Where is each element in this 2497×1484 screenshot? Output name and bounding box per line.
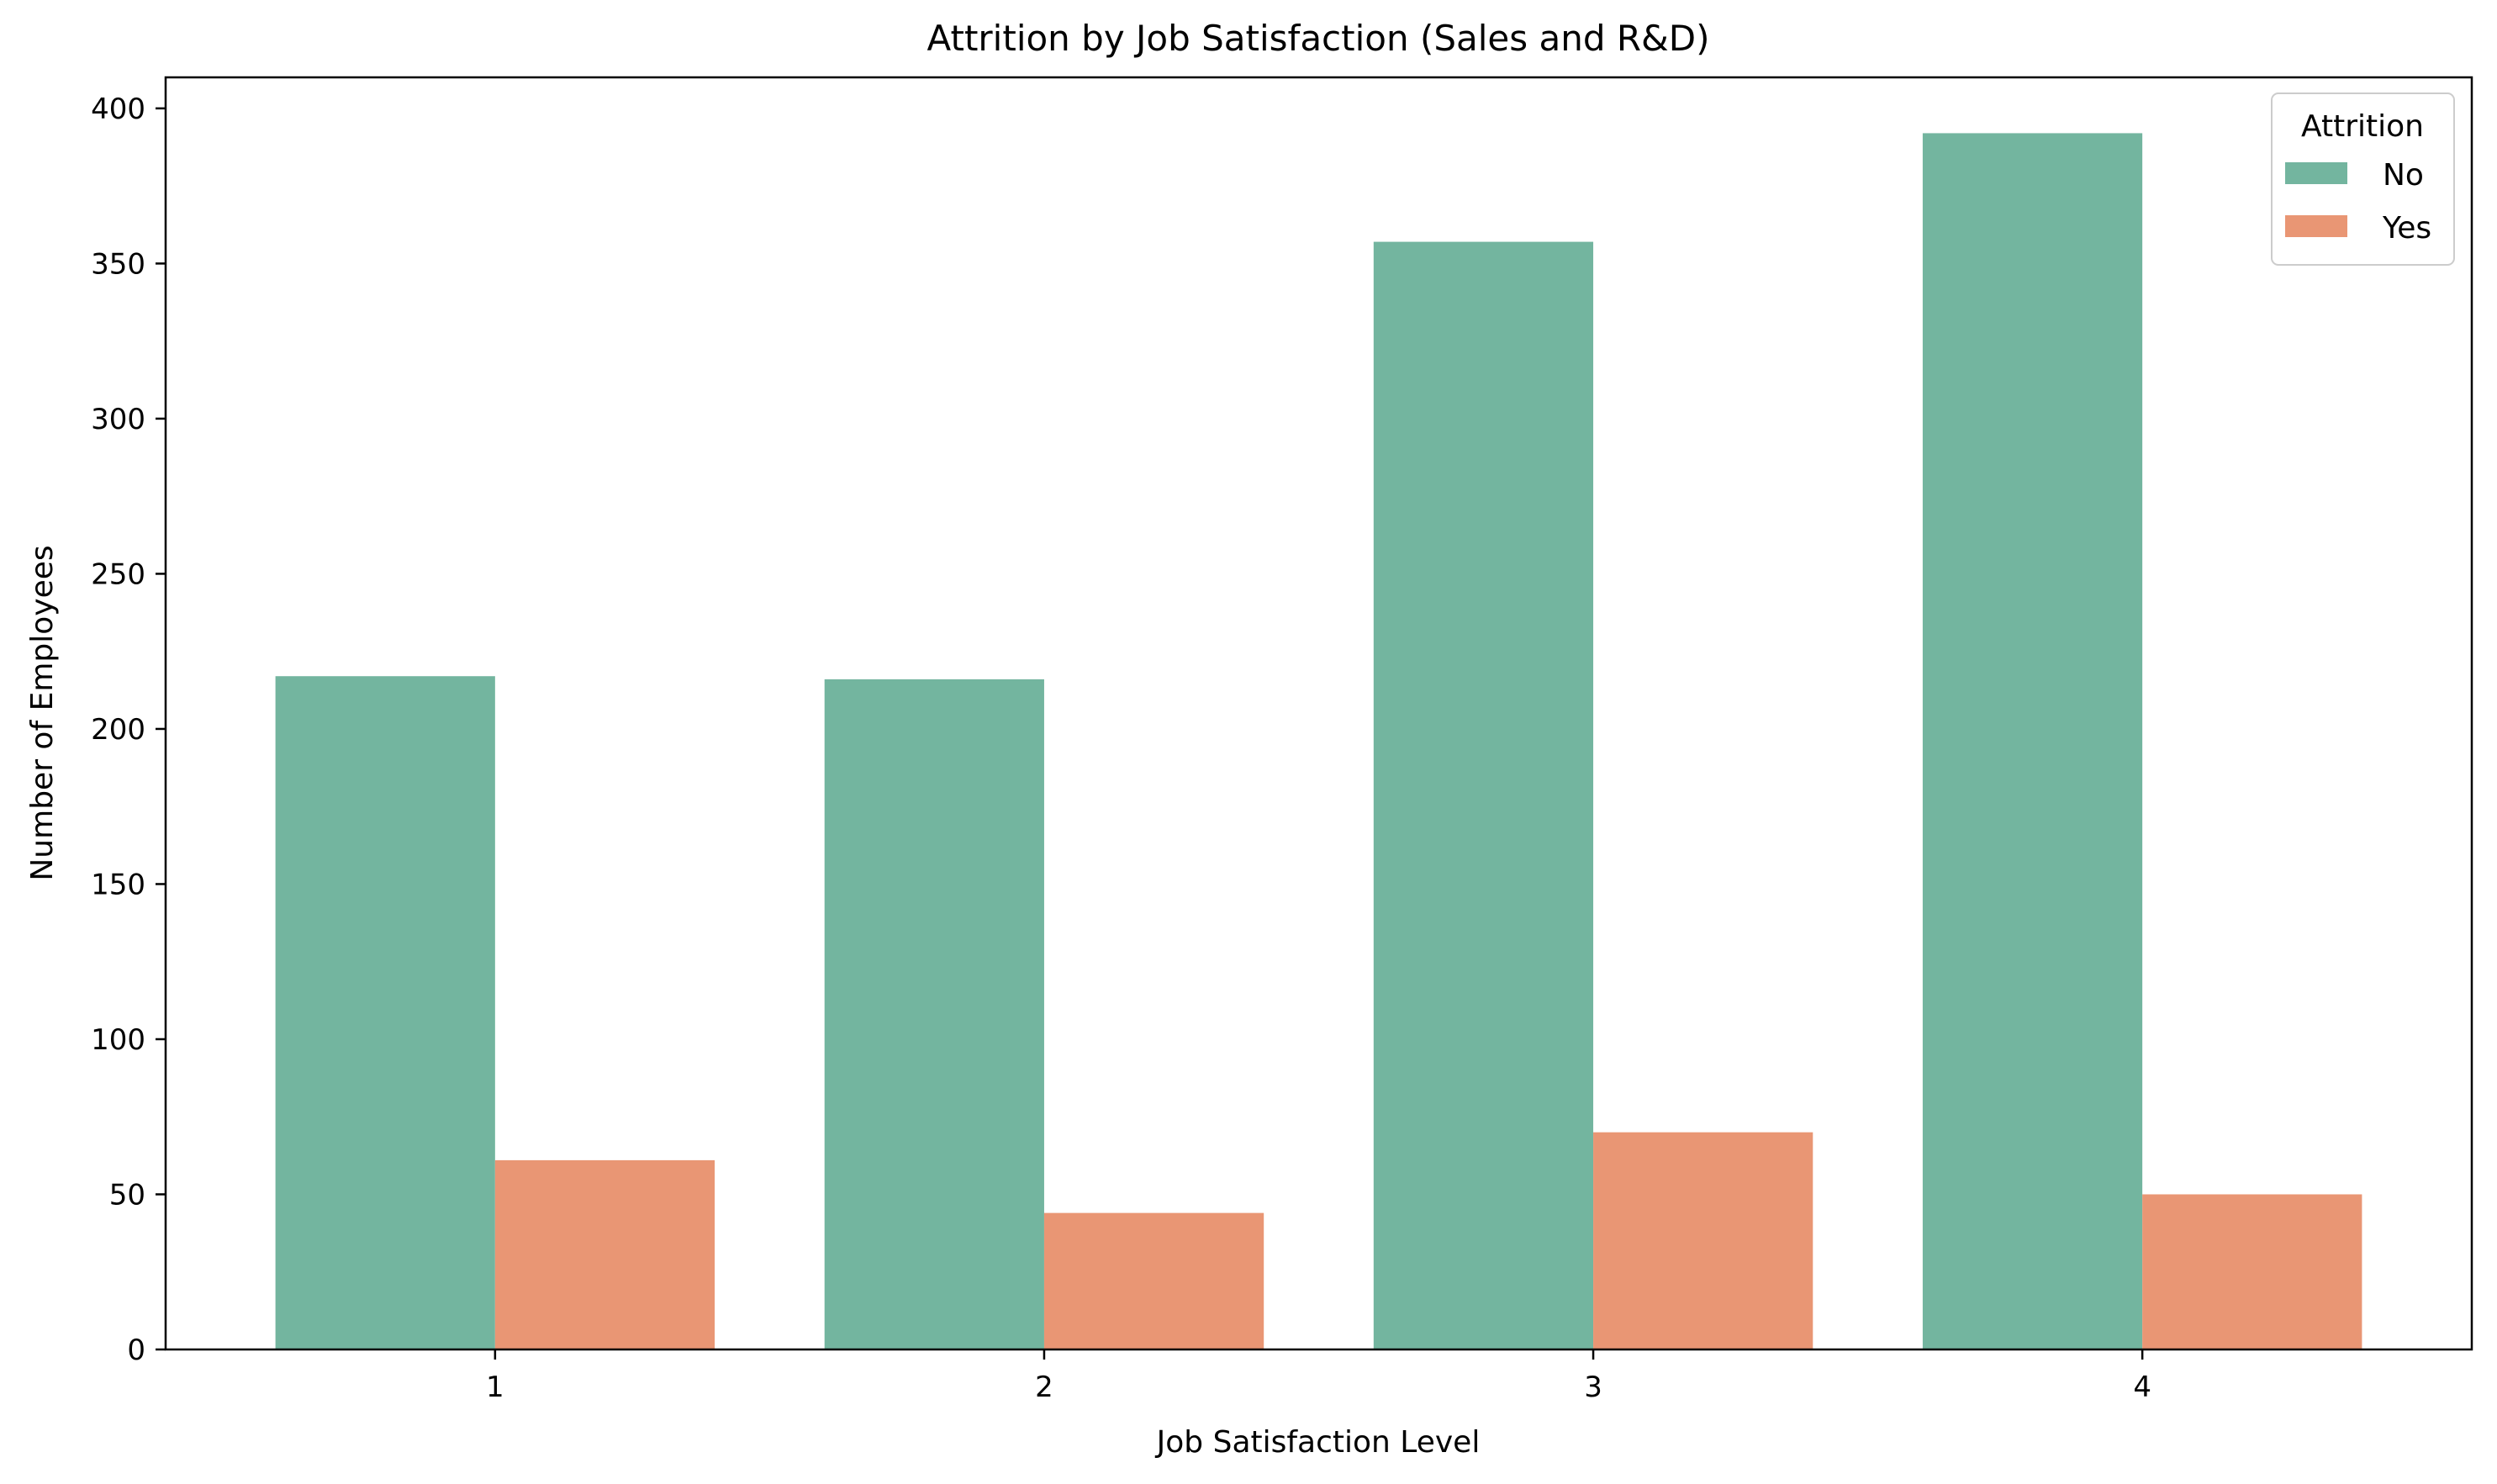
legend-swatch-yes [2285,215,2347,237]
legend-swatch-no [2285,162,2347,184]
legend-label-no: No [2383,158,2424,193]
x-tick-label: 4 [2133,1370,2151,1404]
bar-no-4 [1922,133,2143,1349]
bar-no-1 [275,676,495,1349]
bar-yes-1 [494,1159,715,1349]
bar-no-3 [1373,241,1594,1350]
y-tick-label: 250 [91,557,145,591]
bar-yes-4 [2142,1194,2362,1349]
plot-frame [164,76,2473,1351]
x-tick-label: 2 [1035,1370,1053,1404]
x-axis-ticks: 1 2 3 4 [486,1349,2151,1404]
y-tick-label: 350 [91,247,145,281]
y-tick-label: 400 [91,92,145,126]
y-axis-label: Number of Employees [25,545,60,880]
y-axis-ticks: 0 50 100 150 200 250 300 350 400 [91,92,166,1367]
x-tick-label: 1 [486,1370,504,1404]
bars-group [275,133,2362,1350]
legend: Attrition No Yes [2271,92,2455,266]
legend-title: Attrition [2301,109,2424,144]
bar-no-2 [824,679,1044,1349]
y-tick-label: 300 [91,403,145,436]
bar-yes-3 [1593,1132,1813,1349]
y-tick-label: 100 [91,1023,145,1057]
y-tick-label: 50 [109,1178,145,1212]
y-tick-label: 150 [91,868,145,901]
chart-title: Attrition by Job Satisfaction (Sales and… [926,18,1709,59]
bar-yes-2 [1043,1212,1264,1349]
y-tick-label: 200 [91,713,145,747]
y-tick-label: 0 [127,1333,145,1367]
x-tick-label: 3 [1584,1370,1602,1404]
legend-label-yes: Yes [2382,211,2431,246]
x-axis-label: Job Satisfaction Level [1155,1425,1481,1460]
